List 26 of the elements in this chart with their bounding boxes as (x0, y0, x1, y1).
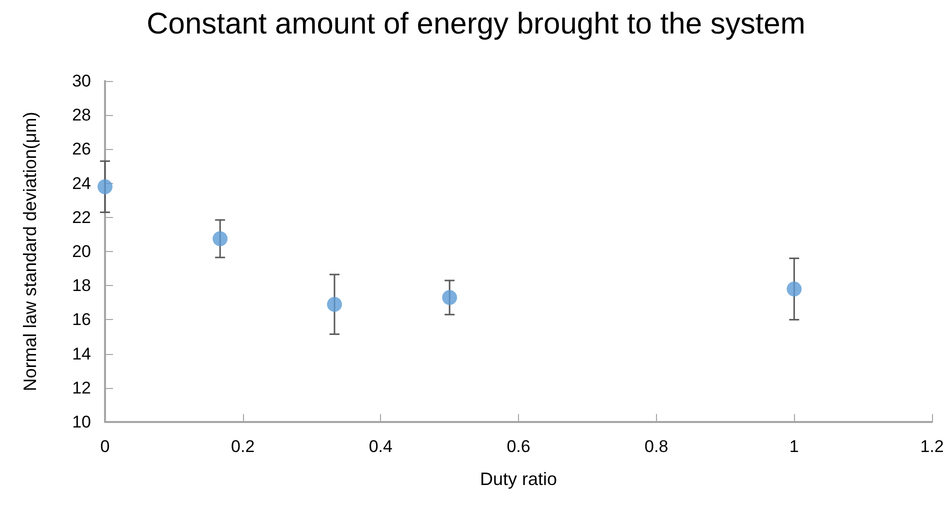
y-tick-label: 18 (72, 276, 91, 296)
y-tick-label: 30 (72, 72, 91, 90)
x-tick-label: 1 (789, 437, 799, 456)
y-tick-label: 12 (72, 378, 91, 398)
x-tick-label: 0 (100, 437, 110, 456)
y-tick-label: 16 (72, 310, 91, 330)
point (212, 231, 228, 246)
y-tick-label: 22 (72, 208, 91, 227)
y-tick-label: 20 (72, 242, 91, 261)
point (327, 296, 342, 312)
y-tick-label: 28 (72, 106, 91, 125)
x-tick-label: 0.8 (644, 437, 668, 456)
y-tick-label: 26 (72, 140, 91, 159)
point (442, 290, 458, 306)
chart-title: Constant amount of energy brought to the system (146, 8, 806, 40)
y-tick-label: 10 (72, 412, 91, 432)
x-axis-title: Duty ratio (480, 469, 558, 489)
x-tick-label: 1.2 (920, 437, 944, 456)
y-tick-label: 14 (72, 344, 91, 364)
x-tick-label: 0.4 (368, 437, 392, 456)
x-tick-label: 0.2 (231, 437, 255, 456)
y-axis-title: Normal law standard deviation(μm) (20, 112, 40, 392)
point (98, 179, 112, 194)
point (786, 282, 802, 297)
y-tick-label: 24 (72, 174, 91, 193)
x-tick-label: 0.6 (506, 437, 530, 456)
